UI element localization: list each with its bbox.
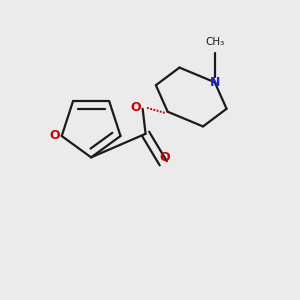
Text: O: O: [130, 101, 141, 114]
Text: O: O: [50, 130, 60, 142]
Text: N: N: [210, 76, 220, 89]
Text: CH₃: CH₃: [205, 37, 224, 47]
Text: O: O: [159, 152, 170, 164]
